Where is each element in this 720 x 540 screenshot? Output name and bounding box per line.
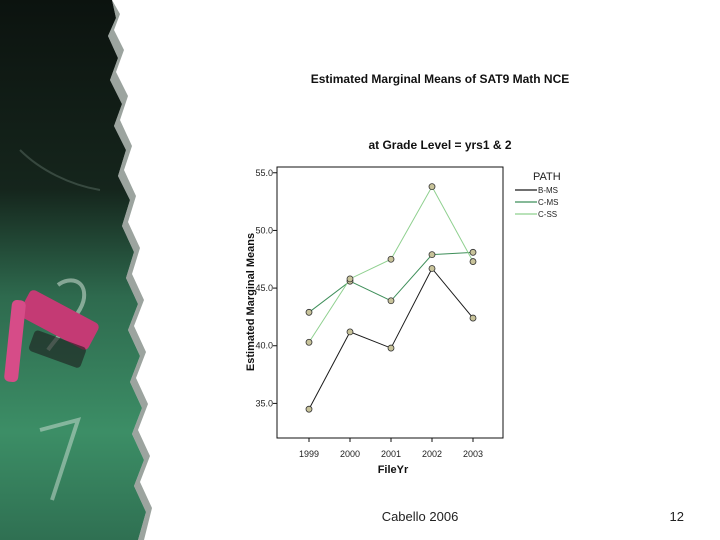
x-tick-label: 2002: [422, 449, 442, 459]
footer-credit: Cabello 2006: [381, 509, 459, 524]
legend: PATH B-MS C-MS C-SS: [515, 171, 561, 219]
legend-items: B-MS C-MS C-SS: [515, 186, 558, 219]
y-tick-label: 45.0: [255, 283, 273, 293]
x-tick-label: 2000: [340, 449, 360, 459]
slide-number: 12: [669, 509, 684, 524]
data-point-c-ms: [428, 251, 436, 259]
data-point-b-ms: [346, 328, 354, 336]
legend-label: C-SS: [538, 210, 557, 219]
x-tick-label: 1999: [299, 449, 319, 459]
x-axis-title: FileYr: [378, 464, 409, 476]
data-point-c-ms: [387, 297, 395, 305]
legend-title: PATH: [533, 171, 561, 183]
slide-title: Estimated Marginal Means of SAT9 Math NC…: [310, 72, 570, 86]
series-layer: [305, 183, 477, 413]
data-point-c-ss: [305, 338, 313, 346]
legend-label: C-MS: [538, 198, 558, 207]
x-axis-ticks: 1999 2000 2001 2002 2003: [299, 438, 483, 459]
y-tick-label: 40.0: [255, 341, 273, 351]
data-point-b-ms: [305, 405, 313, 413]
y-tick-label: 35.0: [255, 398, 273, 408]
y-axis-ticks: 35.0 40.0 45.0 50.0 55.0: [255, 168, 277, 408]
data-point-c-ms: [469, 248, 477, 256]
y-tick-label: 50.0: [255, 225, 273, 235]
data-point-c-ss: [469, 258, 477, 265]
data-point-b-ms: [469, 314, 477, 322]
data-point-c-ss: [346, 275, 354, 283]
y-tick-label: 55.0: [255, 168, 273, 178]
chart-subtitle: at Grade Level = yrs1 & 2: [368, 138, 512, 152]
data-point-b-ms: [387, 344, 395, 352]
data-point-c-ss: [428, 183, 436, 191]
data-point-b-ms: [428, 265, 436, 272]
data-point-c-ms: [305, 308, 313, 316]
legend-label: B-MS: [538, 186, 558, 195]
data-point-c-ss: [387, 255, 395, 263]
x-tick-label: 2001: [381, 449, 401, 459]
x-tick-label: 2003: [463, 449, 483, 459]
y-axis-title: Estimated Marginal Means: [245, 233, 257, 371]
